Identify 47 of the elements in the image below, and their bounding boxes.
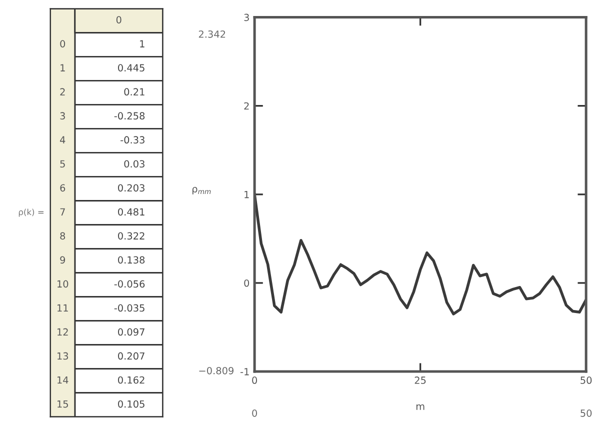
y-tick-label: 1	[244, 191, 249, 198]
y-tick-label: 0	[60, 40, 66, 48]
y-tick-label: 2	[60, 88, 65, 96]
y-tick-label: 6	[60, 184, 66, 192]
data-label: 0.322	[118, 232, 144, 240]
y-tick-label: 14	[58, 376, 68, 384]
y-tick-label: 3	[60, 112, 65, 120]
data-label: 0.097	[118, 328, 144, 336]
x-axis-title: m	[416, 404, 424, 410]
data-label: -0.258	[114, 112, 145, 120]
data-label: 0.207	[118, 352, 144, 360]
y-tick-label: 12	[58, 328, 68, 336]
data-label: 0.481	[118, 208, 144, 216]
data-label: 0.105	[118, 400, 144, 408]
y-tick-label: 15	[58, 400, 68, 408]
data-label: 0.03	[124, 160, 144, 168]
y-tick-label: 2	[244, 102, 249, 110]
x-tick-label: 50	[580, 376, 592, 384]
x-tick-label: 0	[252, 376, 258, 384]
y-tick-label: -1	[240, 368, 249, 376]
y-tick-label: 11	[58, 304, 68, 312]
text: −0.809	[199, 366, 234, 374]
data-label: -0.33	[120, 136, 144, 144]
text: 2.342	[198, 30, 226, 38]
data-label: 0.138	[118, 256, 145, 264]
y-axis-title: ρ(k) =	[18, 208, 44, 217]
data-label: 0.445	[118, 64, 144, 72]
y-tick-label: 8	[60, 232, 66, 240]
y-tick-label: 10	[58, 280, 68, 288]
y-tick-label: 1	[60, 64, 65, 72]
y-tick-label: 5	[60, 160, 65, 168]
data-label: -0.035	[114, 304, 144, 312]
y-tick-label: 4	[60, 136, 66, 144]
y-tick-label: 3	[244, 14, 249, 22]
y-tick-label: 0	[244, 279, 250, 287]
y-tick-label: 9	[60, 256, 66, 264]
x-tick-label: 25	[414, 376, 426, 384]
data-label: 0.21	[124, 88, 144, 96]
data-label: 1	[140, 40, 144, 48]
text: 50	[580, 409, 592, 417]
data-label: 0.203	[118, 184, 144, 192]
data-label: -0.056	[114, 280, 145, 288]
y-axis-title: ρ$_{mm}$	[192, 186, 211, 194]
y-tick-label: 7	[60, 208, 65, 216]
data-label: 0.162	[118, 376, 144, 384]
y-tick-label: 13	[58, 352, 68, 360]
text: 0	[252, 409, 258, 417]
